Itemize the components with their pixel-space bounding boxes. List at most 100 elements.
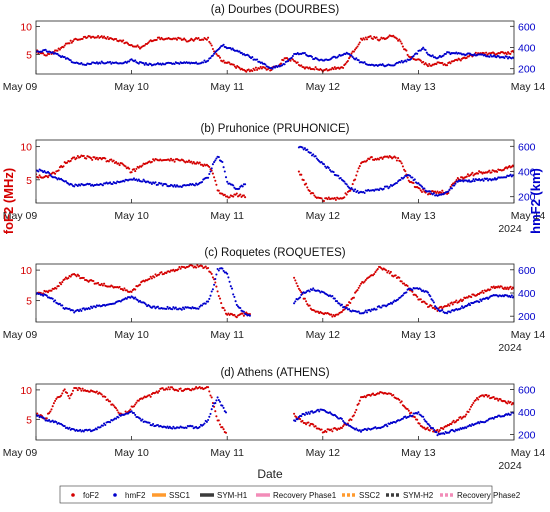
hmf2-point — [510, 294, 513, 297]
fof2-point — [354, 411, 357, 414]
fof2-point — [294, 60, 297, 63]
hmf2-point — [232, 293, 235, 296]
fof2-point — [104, 395, 107, 398]
hmf2-point — [386, 425, 389, 428]
hmf2-point — [306, 148, 309, 151]
fof2-point — [143, 44, 146, 47]
hmf2-point — [363, 191, 366, 195]
hmf2-point — [355, 427, 358, 430]
fof2-point — [437, 430, 440, 433]
hmf2-point — [432, 301, 435, 304]
hmf2-point — [223, 170, 226, 173]
fof2-point — [148, 277, 151, 280]
fof2-point — [149, 275, 152, 278]
fof2-point — [352, 296, 355, 299]
hmf2-point — [434, 305, 437, 308]
fof2-point — [356, 170, 359, 173]
fof2-point — [100, 393, 103, 396]
hmf2-point — [460, 305, 464, 308]
y-tick-label-left: 5 — [26, 175, 32, 187]
panel-title: (a) Dourbes (DOURBES) — [211, 4, 340, 16]
fof2-point — [81, 37, 84, 40]
fof2-point — [400, 162, 403, 165]
fof2-point — [364, 278, 367, 282]
fof2-point — [238, 66, 241, 69]
y-tick-label-right: 400 — [518, 167, 536, 179]
fof2-point — [166, 388, 169, 391]
fof2-point — [217, 54, 220, 58]
fof2-point — [239, 193, 242, 196]
hmf2-point — [422, 46, 425, 49]
fof2-point — [320, 428, 323, 431]
hmf2-point — [226, 272, 229, 275]
hmf2-point — [437, 56, 440, 59]
fof2-point — [192, 39, 195, 42]
hmf2-point — [410, 57, 413, 60]
hmf2-point — [426, 291, 430, 294]
fof2-point — [228, 196, 231, 199]
fof2-point — [422, 60, 425, 63]
hmf2-point — [115, 417, 118, 420]
hmf2-point — [125, 297, 128, 300]
hmf2-point — [174, 306, 177, 309]
fof2-point — [327, 196, 330, 199]
hmf2-point — [43, 417, 46, 420]
fof2-point — [502, 287, 505, 291]
fof2-point — [387, 35, 390, 38]
fof2-point — [320, 197, 323, 200]
hmf2-point — [338, 302, 341, 305]
fof2-point — [440, 191, 443, 194]
fof2-point — [312, 192, 315, 195]
fof2-point — [308, 304, 311, 307]
hmf2-point — [234, 300, 237, 303]
fof2-point — [400, 400, 403, 403]
fof2-point — [57, 285, 60, 288]
fof2-point — [97, 281, 100, 284]
hmf2-point — [202, 61, 205, 64]
hmf2-point — [328, 411, 332, 414]
fof2-point — [506, 402, 509, 405]
hmf2-point — [435, 431, 438, 434]
fof2-point — [57, 169, 60, 172]
fof2-point — [342, 66, 345, 69]
hmf2-point — [132, 177, 136, 180]
y-tick-label-left: 10 — [20, 385, 32, 397]
hmf2-point — [48, 419, 51, 422]
fof2-point — [499, 398, 502, 401]
fof2-point — [118, 285, 121, 288]
fof2-point — [178, 266, 181, 269]
fof2-point — [91, 158, 94, 161]
fof2-point — [506, 51, 510, 54]
fof2-point — [76, 389, 79, 392]
fof2-point — [392, 34, 395, 37]
fof2-point — [158, 36, 161, 39]
y-tick-label-left: 5 — [26, 49, 32, 61]
fof2-point — [471, 171, 474, 174]
hmf2-point — [226, 180, 229, 183]
fof2-point — [168, 388, 171, 391]
hmf2-point — [392, 301, 395, 304]
hmf2-point — [222, 269, 225, 272]
hmf2-point — [172, 306, 175, 309]
fof2-point — [354, 48, 357, 51]
hmf2-point — [436, 307, 439, 310]
legend-item-hmf2: hmF2 — [113, 491, 146, 500]
fof2-point — [115, 37, 118, 41]
fof2-point — [201, 265, 204, 268]
fof2-point — [466, 296, 469, 299]
series-group — [36, 385, 514, 437]
fof2-point — [124, 410, 127, 413]
hmf2-point — [238, 50, 241, 53]
hmf2-point — [165, 307, 168, 310]
hmf2-point — [307, 411, 310, 414]
fof2-point — [125, 289, 128, 292]
hmf2-point — [290, 56, 293, 59]
hmf2-point — [343, 180, 346, 183]
fof2-point — [296, 61, 299, 64]
x-tick-label: May 12 — [306, 447, 341, 459]
fof2-point — [150, 160, 153, 163]
hmf2-point — [142, 62, 145, 65]
hmf2-point — [294, 300, 297, 303]
fof2-point — [179, 37, 182, 40]
panel-title: (d) Athens (ATHENS) — [220, 367, 329, 379]
